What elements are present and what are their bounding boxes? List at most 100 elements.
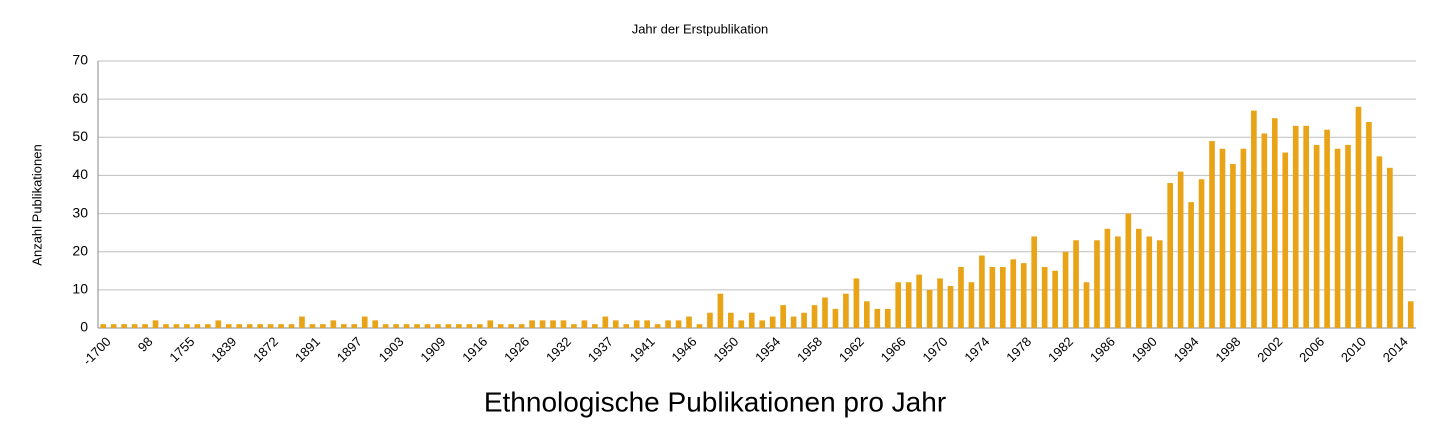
x-tick-label: 1990 <box>1129 334 1160 365</box>
bar <box>738 320 745 328</box>
bar <box>372 320 379 328</box>
chart-title: Jahr der Erstpublikation <box>632 21 769 36</box>
bar <box>497 324 504 328</box>
bar <box>686 316 692 328</box>
bar <box>968 282 975 328</box>
bar <box>571 324 577 328</box>
x-tick-label: 1755 <box>166 334 197 365</box>
y-tick-label: 10 <box>72 281 88 297</box>
bar <box>675 320 682 328</box>
bar <box>131 324 138 328</box>
x-tick-label: 1937 <box>585 334 616 365</box>
bar <box>456 324 462 328</box>
bar <box>309 324 316 328</box>
bar <box>1135 228 1142 328</box>
bar <box>236 324 243 328</box>
bar <box>393 324 399 328</box>
x-tick-label: 1982 <box>1045 334 1076 365</box>
bar <box>267 324 274 328</box>
bar <box>351 324 358 328</box>
bar <box>152 320 159 328</box>
bar <box>1188 202 1194 328</box>
x-tick-label: 1986 <box>1087 334 1118 365</box>
bar <box>790 316 797 328</box>
bar <box>121 324 127 328</box>
x-tick-label: 1958 <box>794 334 825 365</box>
bar <box>1271 118 1278 328</box>
x-tick-label: 1872 <box>250 334 281 365</box>
bar <box>728 312 734 328</box>
bar <box>518 324 525 328</box>
x-tick-label: 1970 <box>920 334 951 365</box>
bar <box>717 293 724 328</box>
x-tick-label: 1909 <box>417 334 448 365</box>
bar <box>1251 110 1257 328</box>
x-tick-label: 1926 <box>501 334 532 365</box>
bar <box>696 324 703 328</box>
bar <box>759 320 766 328</box>
bar <box>665 320 671 328</box>
y-axis-label: Anzahl Publikationen <box>29 144 44 265</box>
bar <box>1041 266 1048 328</box>
x-tick-label: 2014 <box>1380 334 1411 365</box>
x-tick-label: 98 <box>135 334 156 355</box>
bar <box>1094 240 1100 328</box>
bar <box>1407 301 1414 328</box>
bar <box>853 278 860 328</box>
bar <box>100 324 107 328</box>
x-tick-label: 1946 <box>669 334 700 365</box>
x-tick-label: 1978 <box>1003 334 1034 365</box>
bar <box>874 308 881 328</box>
bar <box>811 305 818 328</box>
bar <box>592 324 598 328</box>
bar <box>633 320 640 328</box>
bar <box>215 320 222 328</box>
bar <box>937 278 943 328</box>
bar <box>769 316 776 328</box>
x-tick-label: 1891 <box>292 334 323 365</box>
bar <box>320 324 326 328</box>
bar <box>403 324 410 328</box>
x-tick-label: 1941 <box>627 334 658 365</box>
bar <box>529 320 535 328</box>
bar <box>707 312 713 328</box>
bar <box>1167 183 1174 328</box>
x-tick-label: 1966 <box>878 334 909 365</box>
bar <box>560 320 567 328</box>
bar <box>1376 156 1383 328</box>
bar <box>110 324 117 328</box>
y-tick-label: 60 <box>72 90 88 106</box>
bar <box>612 320 619 328</box>
bar <box>602 316 609 328</box>
bar <box>926 289 933 328</box>
bar <box>246 324 253 328</box>
bar <box>1125 213 1132 328</box>
bar <box>1177 171 1184 328</box>
x-tick-label: 1954 <box>752 334 783 365</box>
bar <box>1240 148 1247 328</box>
y-tick-label: 0 <box>80 319 88 335</box>
bar <box>1115 236 1121 328</box>
bar <box>1345 144 1351 328</box>
bar <box>1156 240 1163 328</box>
bar <box>225 324 232 328</box>
bar <box>623 324 630 328</box>
bar <box>1146 236 1153 328</box>
bar <box>654 324 661 328</box>
x-tick-label: 2006 <box>1296 334 1327 365</box>
bar <box>999 266 1006 328</box>
bar <box>184 324 190 328</box>
bar <box>864 301 870 328</box>
bar <box>299 316 305 328</box>
bar <box>905 282 912 328</box>
bar <box>822 297 828 328</box>
bar <box>916 274 922 328</box>
bar <box>1334 148 1341 328</box>
x-tick-label: -1700 <box>80 334 114 368</box>
bar <box>780 305 786 328</box>
bar <box>288 324 295 328</box>
bar <box>476 324 483 328</box>
x-tick-label: 1932 <box>543 334 574 365</box>
